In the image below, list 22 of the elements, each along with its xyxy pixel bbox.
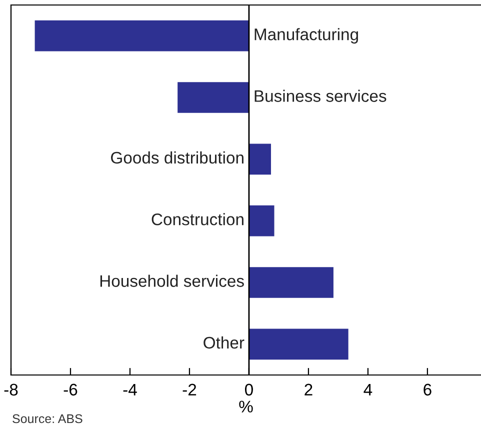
bar (248, 205, 274, 236)
source-note: Source: ABS (12, 414, 82, 424)
y-tick-label: Household services (100, 274, 244, 287)
y-tick-label: Goods distribution (111, 151, 244, 164)
x-axis-title: % (239, 400, 253, 412)
x-tick-label: 2 (304, 384, 312, 396)
bar (34, 20, 249, 52)
bar (248, 328, 348, 360)
y-tick-label: Other (204, 336, 244, 349)
y-tick-label: Construction (152, 213, 244, 226)
x-tick-label: 4 (364, 384, 372, 396)
bar (248, 267, 334, 298)
x-tick-label: -2 (182, 384, 196, 396)
bar (178, 82, 249, 113)
y-tick-label: Business services (254, 90, 386, 102)
x-tick-label: -8 (4, 384, 18, 396)
x-tick-label: -6 (64, 384, 78, 396)
bar (248, 144, 271, 175)
y-tick-label: Manufacturing (254, 28, 358, 44)
x-tick-label: 6 (424, 384, 432, 396)
x-tick-label: 0 (244, 384, 253, 396)
x-tick-label: -4 (123, 384, 137, 396)
